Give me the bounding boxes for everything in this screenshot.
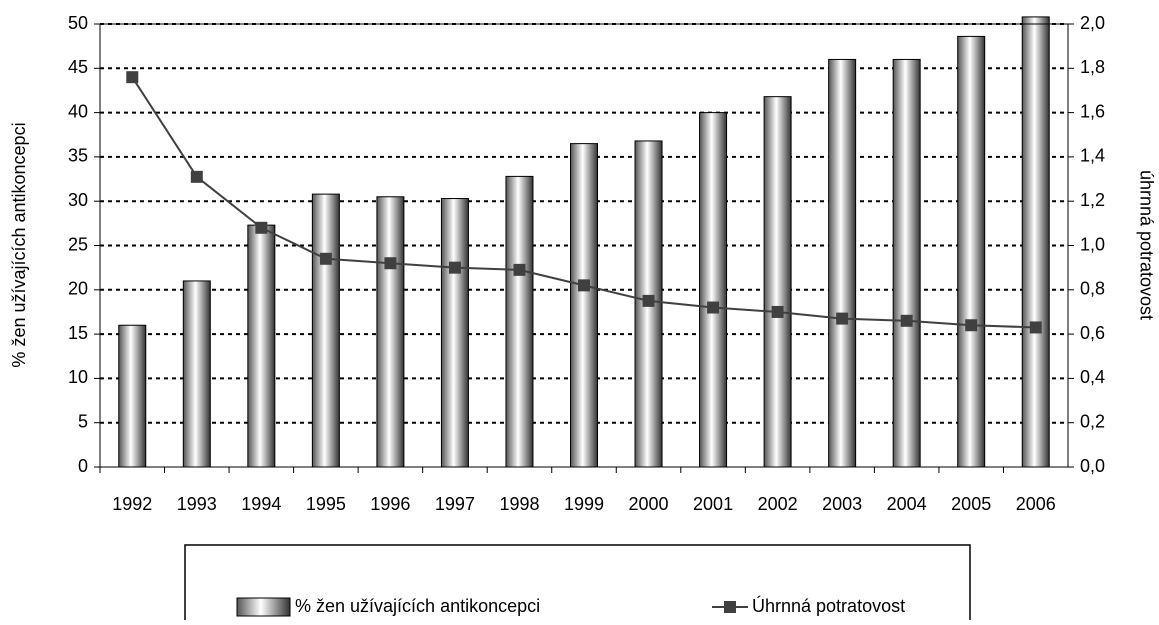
x-tick-label: 2004 (887, 494, 927, 514)
x-tick-label: 1999 (564, 494, 604, 514)
y2-tick-label: 1,8 (1080, 57, 1105, 77)
marker (126, 71, 139, 84)
legend-swatch (724, 601, 736, 613)
bar (118, 324, 147, 468)
y-tick-label: 10 (68, 367, 88, 387)
bar (957, 35, 986, 468)
x-tick-label: 2006 (1016, 494, 1056, 514)
marker (900, 314, 913, 327)
y2-tick-label: 1,6 (1080, 101, 1105, 121)
x-tick-label: 1993 (177, 494, 217, 514)
marker (190, 170, 203, 183)
y-tick-label: 15 (68, 323, 88, 343)
y2-axis-title: úhrnná potratovost (1136, 170, 1156, 320)
marker (836, 312, 849, 325)
bar (634, 140, 663, 468)
x-tick-label: 2005 (951, 494, 991, 514)
bar (505, 175, 534, 468)
y-axis-title: % žen užívajících antikoncepci (9, 122, 29, 367)
y-tick-label: 20 (68, 279, 88, 299)
bar (376, 196, 405, 468)
marker (707, 301, 720, 314)
y-tick-label: 5 (78, 411, 88, 431)
marker (578, 279, 590, 292)
y-tick-label: 0 (78, 456, 88, 476)
x-tick-label: 1995 (306, 494, 346, 514)
bar (828, 58, 857, 468)
bar (699, 112, 728, 468)
marker (513, 263, 526, 276)
y2-tick-label: 0,8 (1080, 279, 1105, 299)
x-tick-label: 2001 (693, 494, 733, 514)
legend-label: % žen užívajících antikoncepci (295, 596, 540, 616)
marker (642, 294, 655, 307)
x-tick-label: 2002 (758, 494, 798, 514)
y-tick-label: 30 (68, 190, 88, 210)
y-tick-label: 45 (68, 57, 88, 77)
legend-label: Úhrnná potratovost (752, 595, 905, 616)
bar (182, 280, 211, 468)
y2-tick-label: 0,4 (1080, 367, 1105, 387)
y2-tick-label: 0,6 (1080, 323, 1105, 343)
marker (1029, 321, 1042, 334)
marker (771, 305, 784, 318)
y2-tick-label: 0,0 (1080, 456, 1105, 476)
bar (440, 198, 469, 468)
y2-tick-label: 1,0 (1080, 234, 1105, 254)
x-tick-label: 2000 (629, 494, 669, 514)
x-tick-label: 1996 (370, 494, 410, 514)
y2-tick-label: 0,2 (1080, 411, 1105, 431)
y-tick-label: 50 (68, 13, 88, 33)
legend-swatch (236, 597, 291, 617)
y-tick-label: 40 (68, 101, 88, 121)
x-tick-label: 1997 (435, 494, 475, 514)
y-tick-label: 35 (68, 146, 88, 166)
y2-tick-label: 2,0 (1080, 13, 1105, 33)
bar (570, 143, 598, 468)
y2-tick-label: 1,2 (1080, 190, 1105, 210)
marker (448, 261, 461, 274)
y2-tick-label: 1,4 (1080, 146, 1105, 166)
bar (892, 58, 921, 468)
x-tick-label: 1998 (499, 494, 539, 514)
legend-box (184, 544, 971, 625)
bar (247, 224, 276, 468)
y-tick-label: 25 (68, 234, 88, 254)
marker (255, 221, 268, 234)
bar (763, 96, 792, 468)
x-tick-label: 2003 (822, 494, 862, 514)
bar (311, 193, 340, 468)
x-tick-label: 1994 (241, 494, 281, 514)
marker (965, 319, 978, 332)
bar (1021, 16, 1050, 468)
marker (319, 252, 332, 265)
x-tick-label: 1992 (112, 494, 152, 514)
marker (384, 257, 397, 270)
